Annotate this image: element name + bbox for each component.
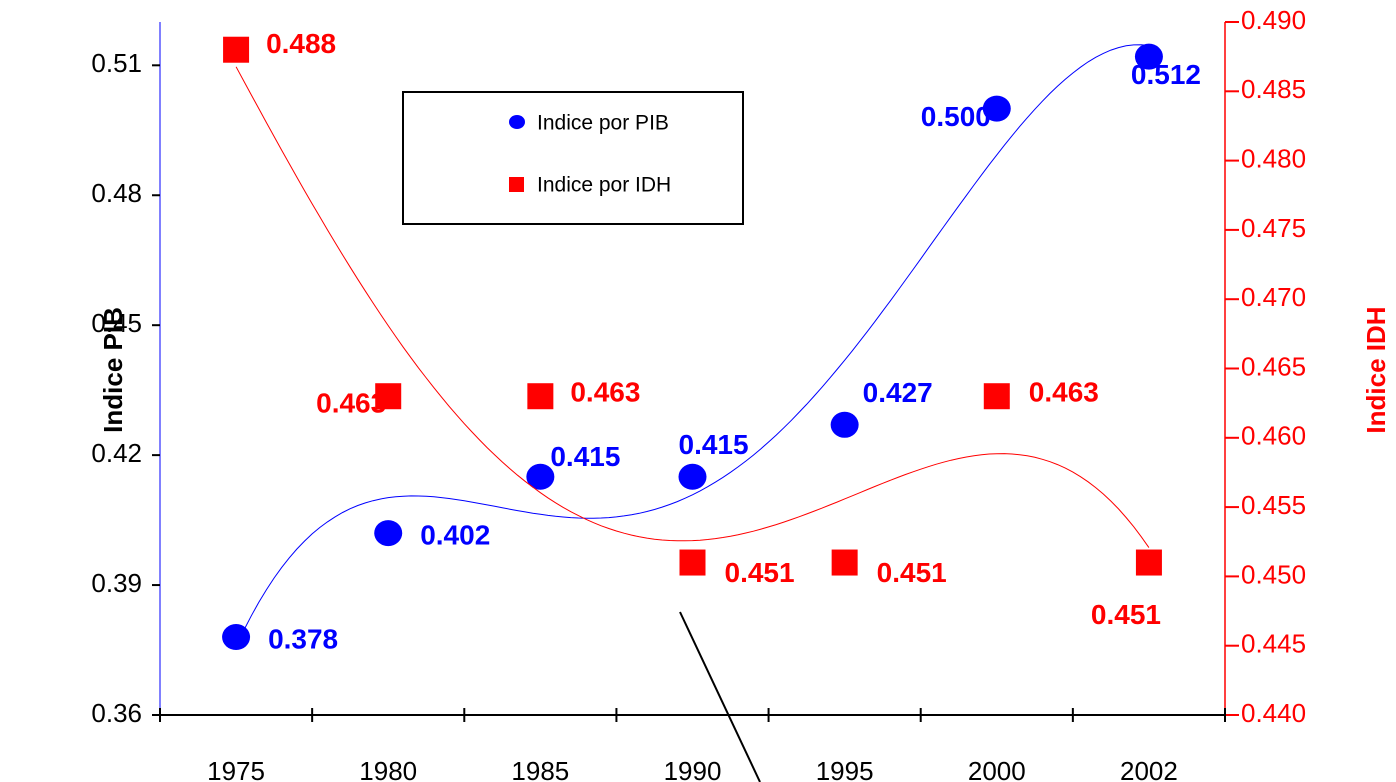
y2-tick-label: 0.465	[1241, 351, 1306, 381]
point	[982, 95, 1011, 122]
data-label: 0.451	[877, 557, 947, 588]
point	[375, 383, 402, 410]
legend-label: Indice por IDH	[537, 174, 671, 197]
y2-tick-label: 0.455	[1241, 490, 1306, 520]
data-label: 0.463	[1029, 377, 1099, 408]
data-label: 0.463	[570, 377, 640, 408]
point	[831, 549, 858, 576]
legend-box	[402, 91, 744, 225]
x-tick-label: 1995	[816, 756, 874, 782]
x-tick-label: 2000	[968, 756, 1026, 782]
data-label: 0.512	[1131, 59, 1201, 90]
data-label: 0.427	[863, 377, 933, 408]
point	[1135, 549, 1162, 576]
annotation-line	[679, 611, 761, 782]
point	[983, 383, 1010, 410]
y-tick-label: 0.48	[91, 178, 142, 208]
point	[678, 463, 707, 490]
point	[1134, 43, 1163, 70]
trendline	[235, 66, 1150, 548]
data-label: 0.378	[268, 623, 338, 654]
y-tick-label: 0.51	[91, 48, 142, 78]
y-tick-label: 0.45	[91, 308, 142, 338]
y-axis-title: Indice PIB	[98, 307, 128, 433]
point	[374, 520, 403, 547]
point	[527, 383, 554, 410]
point	[830, 411, 859, 438]
point	[526, 463, 555, 490]
x-tick-label: 1975	[207, 756, 265, 782]
x-tick-label: 1985	[511, 756, 569, 782]
data-label: 0.402	[420, 519, 490, 550]
legend-label: Indice por PIB	[537, 112, 669, 135]
y2-tick-label: 0.485	[1241, 74, 1306, 104]
y2-axis-title: Indice IDH	[1361, 306, 1391, 433]
y2-tick-label: 0.490	[1241, 5, 1306, 35]
y-tick-label: 0.36	[91, 698, 142, 728]
y2-tick-label: 0.440	[1241, 698, 1306, 728]
x-tick-label: 2002	[1120, 756, 1178, 782]
y2-tick-label: 0.475	[1241, 213, 1306, 243]
data-label: 0.463	[316, 388, 386, 419]
point	[222, 624, 251, 651]
y2-tick-label: 0.460	[1241, 421, 1306, 451]
data-label: 0.488	[266, 28, 336, 59]
y2-tick-label: 0.480	[1241, 143, 1306, 173]
y2-tick-label: 0.450	[1241, 559, 1306, 589]
x-tick-label: 1980	[359, 756, 417, 782]
trendline	[235, 44, 1149, 647]
legend-marker	[509, 177, 524, 192]
x-tick-label: 1990	[664, 756, 722, 782]
y2-tick-label: 0.445	[1241, 629, 1306, 659]
data-label: 0.415	[550, 441, 620, 472]
y-tick-label: 0.39	[91, 568, 142, 598]
data-label: 0.451	[725, 557, 795, 588]
data-label: 0.451	[1091, 599, 1161, 630]
point	[223, 36, 250, 63]
y-tick-label: 0.42	[91, 438, 142, 468]
point	[679, 549, 706, 576]
data-label: 0.500	[921, 101, 991, 132]
data-label: 0.415	[679, 429, 749, 460]
y2-tick-label: 0.470	[1241, 282, 1306, 312]
legend-marker	[509, 115, 525, 129]
